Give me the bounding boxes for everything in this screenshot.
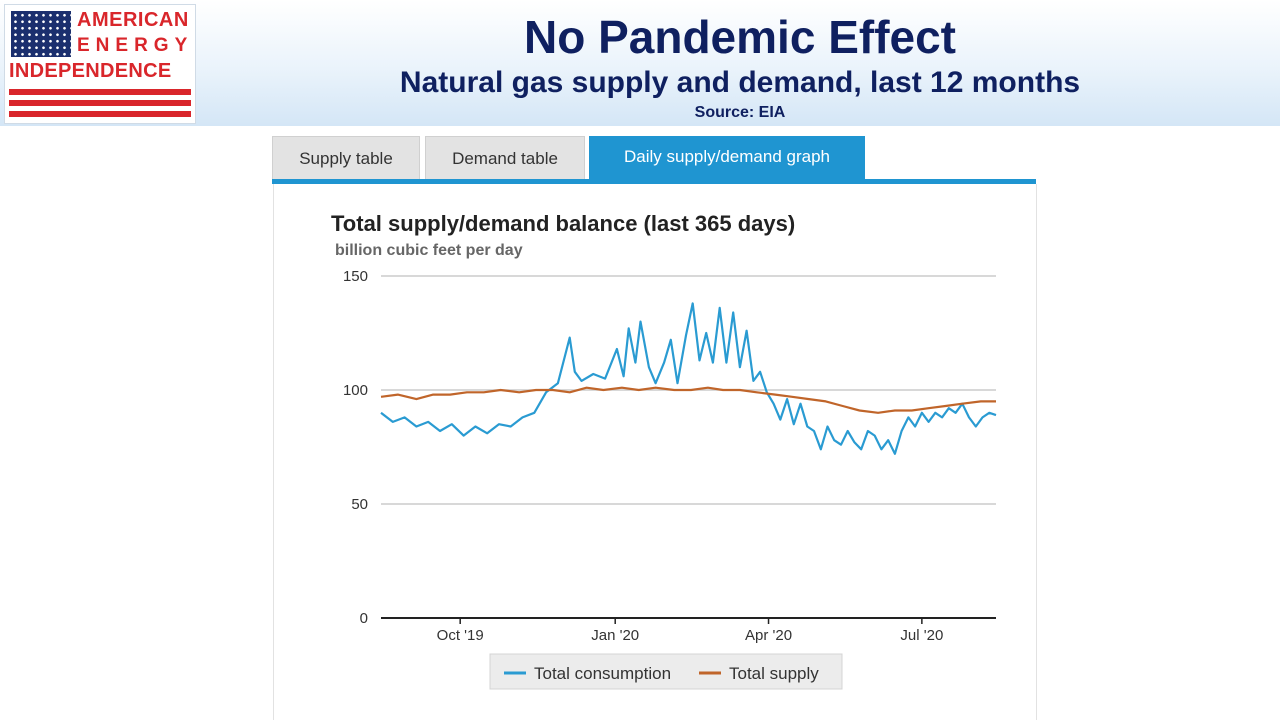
chart-title: Total supply/demand balance (last 365 da… (331, 211, 795, 236)
page-title: No Pandemic Effect (524, 11, 956, 63)
y-tick-label: 50 (351, 496, 368, 513)
logo-stripe (9, 111, 191, 117)
series-line-total-supply (380, 386, 996, 414)
legend-label: Total consumption (534, 664, 671, 683)
x-tick-label: Jan '20 (591, 627, 639, 644)
x-tick-label: Jul '20 (900, 627, 943, 644)
american-energy-independence-logo: AMERICAN ENERGY INDEPENDENCE (4, 4, 196, 124)
legend-box (489, 653, 843, 690)
chart-unit-label: billion cubic feet per day (335, 242, 523, 259)
page-subtitle: Natural gas supply and demand, last 12 m… (399, 66, 1081, 99)
tab-supply-table[interactable]: Supply table (272, 136, 420, 179)
x-tick-label: Apr '20 (745, 627, 792, 644)
logo-stripe (9, 100, 191, 106)
x-tick-label: Oct '19 (437, 627, 484, 644)
source-note: Source: EIA (694, 104, 786, 121)
y-tick-label: 0 (360, 610, 368, 627)
header-band (0, 0, 1280, 126)
flag-stars-icon (11, 11, 71, 57)
tab-demand-table[interactable]: Demand table (425, 136, 585, 179)
legend-label: Total supply (729, 664, 819, 683)
logo-stripe-gap (9, 95, 191, 100)
logo-stripe-gap (9, 106, 191, 111)
tab-daily-supply-demand-graph[interactable]: Daily supply/demand graph (589, 136, 865, 179)
y-tick-label: 150 (343, 268, 368, 285)
logo-stripe (9, 89, 191, 95)
y-tick-label: 100 (343, 382, 368, 399)
series-line-total-consumption (380, 302, 997, 455)
chart-panel: Total supply/demand balance (last 365 da… (273, 184, 1037, 720)
logo-line-energy: ENERGY (77, 35, 194, 56)
logo-line-independence: INDEPENDENCE (9, 60, 172, 82)
logo-line-american: AMERICAN (77, 9, 189, 31)
tab-underline (272, 179, 1036, 184)
supply-demand-chart: Total supply/demand balance (last 365 da… (331, 211, 997, 690)
